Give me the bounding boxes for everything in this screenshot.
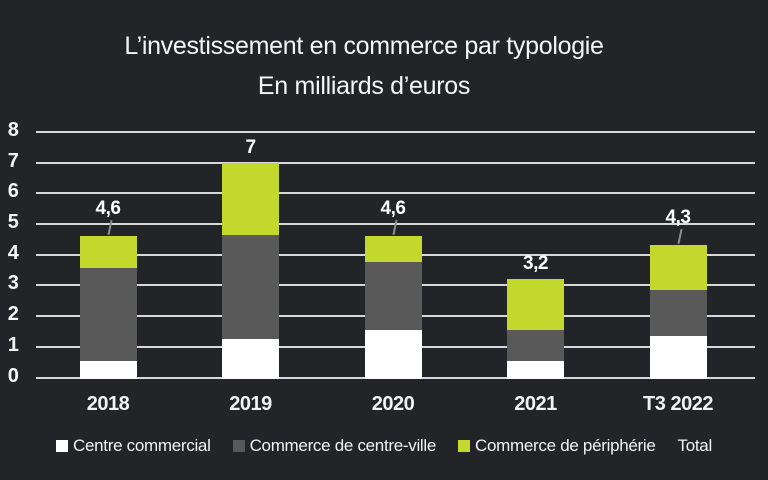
chart-subtitle: En milliards d’euros [257,72,471,100]
bar-segment-2020-commerce-de-périphérie [364,236,422,263]
bar-segment-2018-commerce-de-centre-ville [79,266,137,361]
legend-swatch-commerce-de-périphérie [458,440,471,452]
bar-segment-t3-2022-commerce-de-centre-ville [649,288,707,337]
bar-segment-t3-2022-centre-commercial [649,334,707,379]
bar-segment-2021-commerce-de-centre-ville [507,328,564,361]
y-axis-label-0: 0 [7,364,19,387]
total-label-2021: 3,2 [523,253,548,275]
y-axis-label-8: 8 [7,118,19,141]
x-axis-label-2020: 2020 [371,393,415,415]
x-axis-label-t3-2022: T3 2022 [643,393,713,415]
y-axis-label-3: 3 [7,272,19,295]
total-label-2018: 4,6 [95,198,121,220]
bar-segment-2020-centre-commercial [364,328,422,379]
gridline-y7 [36,161,755,164]
legend: Centre commercial Commerce de centre-vill… [0,436,768,456]
leader-line-t3-2022 [677,229,683,245]
bar-segment-2021-centre-commercial [507,359,564,379]
bar-segment-2020-commerce-de-centre-ville [364,260,422,330]
y-axis-label-5: 5 [7,211,19,233]
legend-item-centre-commercial: Centre commercial [56,436,211,456]
bar-segment-t3-2022-commerce-de-périphérie [649,245,707,290]
legend-swatch-commerce-de-centre-ville [232,440,245,452]
y-axis-label-1: 1 [7,333,19,356]
x-axis-label-2021: 2021 [514,393,557,415]
bar-segment-2019-centre-commercial [222,337,279,379]
legend-item-total: Total [677,436,713,456]
total-label-2020: 4,6 [380,198,406,220]
legend-item-commerce-de-centre-ville: Commerce de centre-ville [232,436,437,456]
legend-swatch-centre-commercial [56,440,68,452]
y-axis-label-6: 6 [7,180,19,203]
legend-label: Total [677,436,713,455]
bar-segment-2019-commerce-de-centre-ville [222,233,279,340]
chart-title: L’investissement en commerce par typolog… [124,32,604,60]
x-axis-label-2018: 2018 [86,393,130,415]
y-axis-label-7: 7 [7,149,19,172]
legend-label: Centre commercial [73,436,211,455]
y-axis-label-4: 4 [7,241,19,264]
legend-item-commerce-de-périphérie: Commerce de périphérie [458,436,656,456]
y-axis-label-2: 2 [7,303,19,326]
gridline-y8 [36,130,755,133]
x-axis-label-2019: 2019 [229,393,272,415]
bar-segment-2018-centre-commercial [79,359,137,379]
total-label-2019: 7 [245,136,256,158]
bar-segment-2021-commerce-de-périphérie [507,279,564,330]
total-label-t3-2022: 4,3 [665,207,691,229]
bar-segment-2018-commerce-de-périphérie [79,236,137,269]
gridline-y6 [36,192,755,195]
legend-label: Commerce de centre-ville [249,436,437,455]
legend-label: Commerce de périphérie [475,436,656,455]
bar-segment-2019-commerce-de-périphérie [222,162,279,235]
